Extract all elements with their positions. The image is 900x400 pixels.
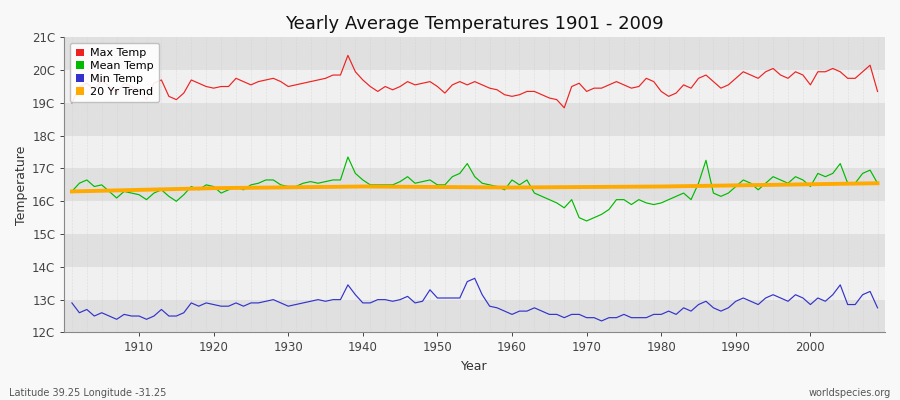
X-axis label: Year: Year (462, 360, 488, 373)
Bar (65, 234, 885, 267)
Legend: Max Temp, Mean Temp, Min Temp, 20 Yr Trend: Max Temp, Mean Temp, Min Temp, 20 Yr Tre… (70, 43, 159, 102)
Title: Yearly Average Temperatures 1901 - 2009: Yearly Average Temperatures 1901 - 2009 (285, 15, 664, 33)
Bar (65, 168, 885, 201)
Bar (65, 103, 885, 136)
Y-axis label: Temperature: Temperature (15, 145, 28, 224)
Text: Latitude 39.25 Longitude -31.25: Latitude 39.25 Longitude -31.25 (9, 388, 166, 398)
Bar (65, 37, 885, 70)
Text: worldspecies.org: worldspecies.org (809, 388, 891, 398)
Bar (65, 300, 885, 332)
Bar (65, 70, 885, 103)
Bar (65, 136, 885, 168)
Bar (65, 201, 885, 234)
Bar (65, 267, 885, 300)
